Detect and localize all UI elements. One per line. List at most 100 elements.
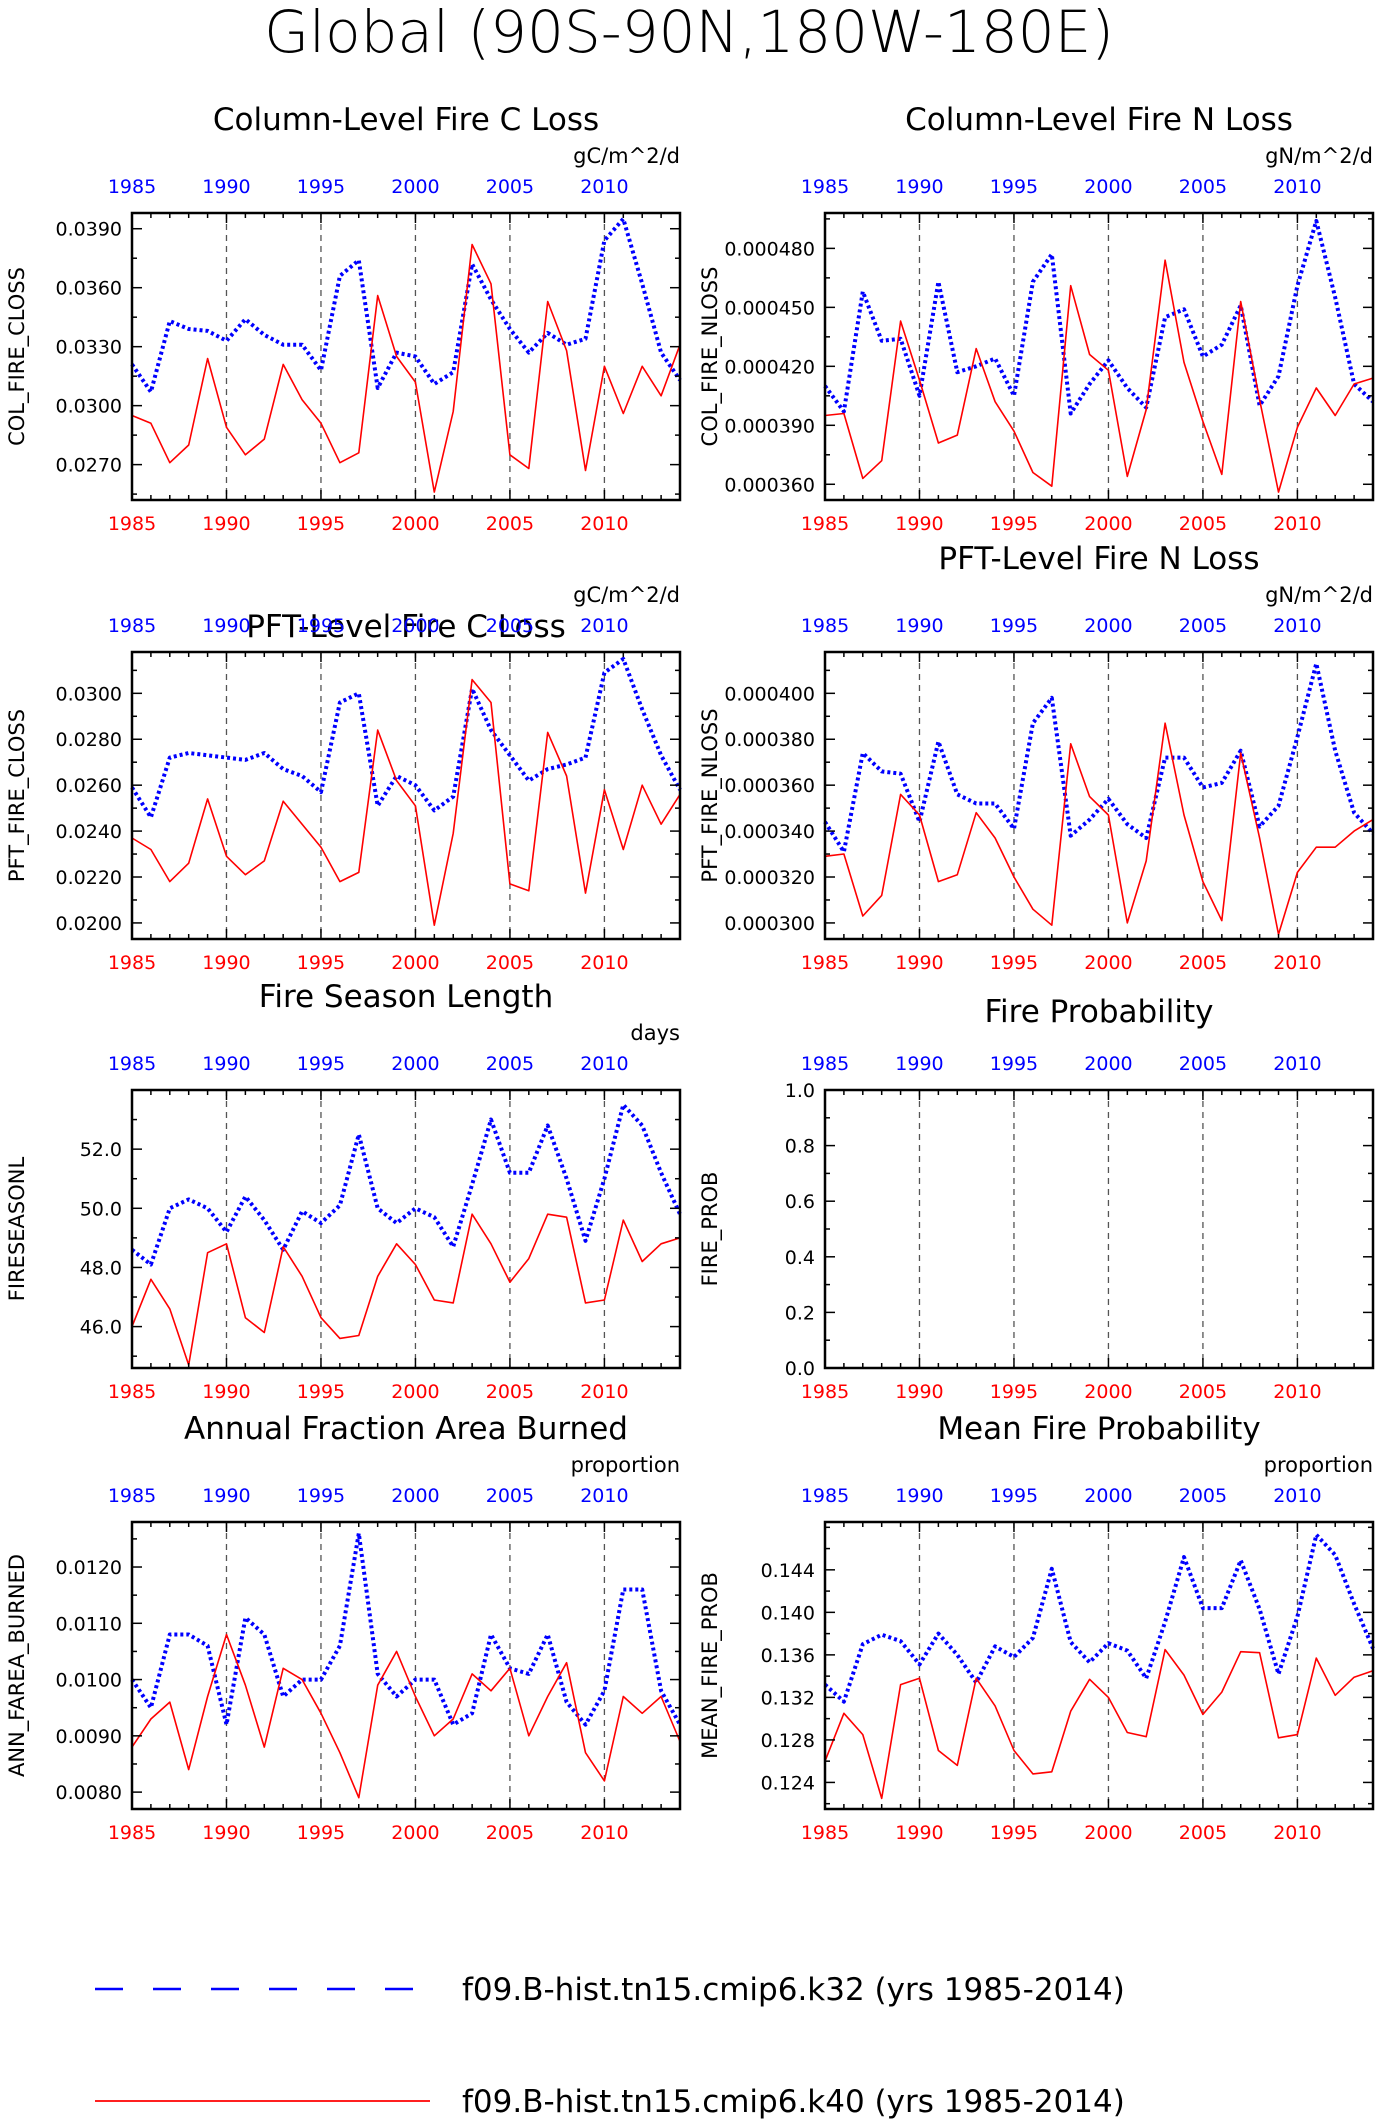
x-tick-label-bottom: 1990 (895, 1822, 943, 1844)
series-line-k40 (131, 1213, 681, 1366)
panel-title: Column-Level Fire N Loss (905, 102, 1293, 138)
x-tick-label-bottom: 2005 (486, 513, 534, 535)
panel-title: Annual Fraction Area Burned (184, 1411, 628, 1447)
x-tick-label-bottom: 1985 (801, 952, 849, 974)
y-tick-label: 0.132 (761, 1687, 815, 1709)
x-tick-label-bottom: 2000 (1084, 1822, 1132, 1844)
panel-title: PFT-Level Fire C Loss (246, 609, 566, 645)
units-label: days (630, 1021, 680, 1045)
y-tick-label: 0.6 (785, 1191, 815, 1213)
x-tick-label-top: 1985 (801, 1053, 849, 1075)
y-tick-label: 48.0 (80, 1257, 122, 1279)
y-tick-label: 0.0090 (56, 1726, 122, 1748)
legend-label: f09.B-hist.tn15.cmip6.k32 (yrs 1985-2014… (462, 1972, 1125, 2008)
plot-frame (823, 211, 1375, 502)
y-tick-label: 0.4 (785, 1247, 815, 1269)
series-line-k32 (823, 661, 1375, 854)
x-tick-label-top: 2005 (486, 1053, 534, 1075)
x-tick-label-top: 2010 (580, 1485, 628, 1507)
series-line-k32 (130, 1531, 682, 1727)
series-line-k40 (824, 1648, 1374, 1800)
plot-frame (130, 1088, 682, 1370)
x-tick-label-top: 1985 (801, 615, 849, 637)
plot-frame (130, 650, 682, 941)
x-tick-label-bottom: 1995 (297, 1381, 345, 1403)
x-tick-label-top: 1995 (990, 176, 1038, 198)
x-tick-label-top: 2005 (1179, 615, 1227, 637)
units-label: gC/m^2/d (573, 583, 680, 607)
panel-6: Fire Probability 1985 1985 1990 1990 1995 1995… (698, 994, 1375, 1403)
x-tick-label-top: 1990 (895, 615, 943, 637)
x-tick-label-bottom: 1985 (108, 952, 156, 974)
x-tick-label-bottom: 1985 (801, 1822, 849, 1844)
series-line-k32 (130, 216, 682, 394)
x-tick-label-top: 1985 (108, 615, 156, 637)
y-tick-label: 52.0 (80, 1139, 122, 1161)
y-tick-label: 0.000360 (724, 474, 815, 496)
x-tick-label-bottom: 2005 (486, 1822, 534, 1844)
panel-1: Column-Level Fire C Loss gC/m^2/d 1985 1985… (5, 102, 682, 535)
x-tick-label-top: 1995 (297, 176, 345, 198)
x-tick-label-top: 1990 (202, 1053, 250, 1075)
x-tick-label-top: 2000 (391, 176, 439, 198)
x-tick-label-bottom: 1995 (297, 1822, 345, 1844)
y-tick-label: 0.140 (761, 1602, 815, 1624)
x-tick-label-bottom: 2010 (580, 952, 628, 974)
x-tick-label-top: 1995 (297, 615, 345, 637)
y-tick-label: 0.0120 (56, 1557, 122, 1579)
x-tick-label-top: 2010 (580, 176, 628, 198)
x-tick-label-bottom: 2000 (1084, 952, 1132, 974)
figure-title: Global (90S-90N,180W-180E) (264, 0, 1114, 66)
x-tick-label-top: 2000 (1084, 1485, 1132, 1507)
x-tick-label-bottom: 1990 (202, 1381, 250, 1403)
series-line-k40 (131, 243, 681, 493)
x-tick-label-top: 1990 (202, 1485, 250, 1507)
x-tick-label-top: 2000 (391, 1053, 439, 1075)
x-tick-label-bottom: 2005 (1179, 513, 1227, 535)
x-tick-label-bottom: 2000 (1084, 1381, 1132, 1403)
y-tick-label: 0.0390 (56, 219, 122, 241)
x-tick-label-top: 2005 (1179, 176, 1227, 198)
x-tick-label-top: 1990 (895, 1053, 943, 1075)
units-label: gC/m^2/d (573, 144, 680, 168)
panel-3: PFT-Level Fire C Loss gC/m^2/d 1985 1985 199… (5, 583, 682, 974)
legend: f09.B-hist.tn15.cmip6.k32 (yrs 1985-2014… (95, 1972, 1125, 2119)
y-tick-label: 0.000340 (724, 821, 815, 843)
legend-label: f09.B-hist.tn15.cmip6.k40 (yrs 1985-2014… (462, 2084, 1125, 2119)
x-tick-label-top: 2000 (391, 615, 439, 637)
series-line-k40 (131, 678, 681, 927)
panel-2: Column-Level Fire N Loss gN/m^2/d 1985 1985… (698, 102, 1375, 535)
y-tick-label: 0.0 (785, 1358, 815, 1380)
y-tick-label: 0.000400 (724, 683, 815, 705)
series-line-k32 (823, 1532, 1375, 1704)
y-tick-label: 0.0100 (56, 1670, 122, 1692)
x-tick-label-top: 1985 (108, 176, 156, 198)
x-tick-label-bottom: 2010 (1273, 513, 1321, 535)
x-tick-label-bottom: 2005 (486, 1381, 534, 1403)
x-tick-label-bottom: 1985 (108, 1822, 156, 1844)
x-tick-label-top: 2010 (580, 615, 628, 637)
x-tick-label-top: 2005 (1179, 1053, 1227, 1075)
y-tick-label: 0.2 (785, 1302, 815, 1324)
y-axis-label: COL_FIRE_NLOSS (698, 267, 723, 447)
plot-frame (130, 1520, 682, 1811)
x-tick-label-bottom: 2000 (391, 513, 439, 535)
x-tick-label-bottom: 2010 (580, 513, 628, 535)
x-tick-label-bottom: 2005 (486, 952, 534, 974)
y-tick-label: 0.0220 (56, 867, 122, 889)
x-tick-label-top: 2010 (1273, 1485, 1321, 1507)
x-tick-label-top: 2010 (580, 1053, 628, 1075)
x-tick-label-bottom: 1985 (108, 1381, 156, 1403)
x-tick-label-bottom: 2005 (1179, 952, 1227, 974)
x-tick-label-bottom: 1995 (990, 1822, 1038, 1844)
x-tick-label-top: 1990 (202, 615, 250, 637)
y-axis-label: MEAN_FIRE_PROB (698, 1572, 723, 1759)
x-tick-label-top: 2010 (1273, 176, 1321, 198)
panel-title: Fire Season Length (259, 979, 553, 1015)
x-tick-label-bottom: 1985 (801, 513, 849, 535)
plot-frame (823, 1088, 1375, 1370)
x-tick-label-bottom: 2010 (1273, 1822, 1321, 1844)
y-axis-label: PFT_FIRE_CLOSS (5, 709, 30, 882)
